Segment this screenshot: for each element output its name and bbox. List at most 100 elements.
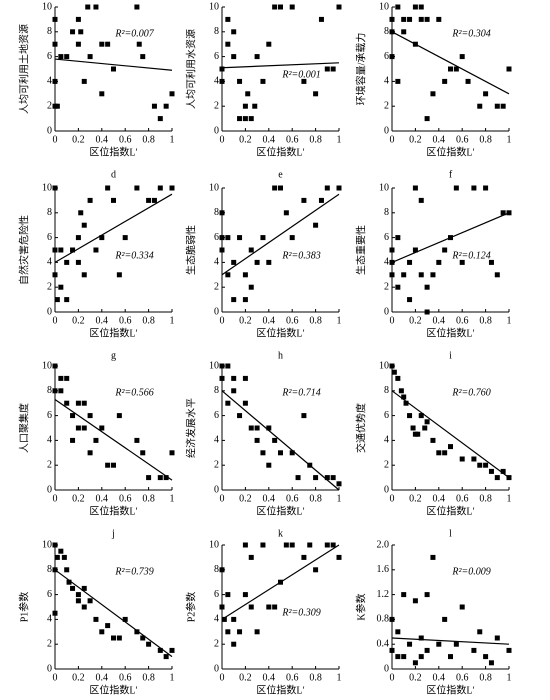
point	[81, 78, 87, 84]
y-tick-label: 4	[47, 76, 52, 87]
point	[105, 41, 111, 47]
point	[237, 629, 243, 635]
y-tick-label: 0	[214, 484, 219, 495]
x-tick-label: 1	[170, 134, 175, 145]
point	[111, 66, 116, 72]
point	[231, 29, 237, 35]
point	[225, 629, 231, 635]
x-tick-label: 1	[507, 134, 512, 145]
x-tick-label: 0	[390, 493, 395, 504]
point	[330, 542, 336, 548]
y-tick-label: 0.4	[377, 638, 390, 649]
point	[488, 259, 494, 265]
point	[54, 103, 60, 109]
x-tick-label: 1	[337, 134, 342, 145]
r-squared: R²=0.309	[281, 607, 320, 618]
point	[52, 247, 58, 253]
point	[221, 616, 227, 622]
point	[442, 450, 448, 456]
point	[430, 554, 436, 560]
r-squared: R²=0.739	[114, 567, 153, 578]
point	[453, 185, 459, 191]
panel-label: j	[111, 528, 115, 539]
y-tick-label: 10	[209, 539, 219, 550]
point	[424, 592, 430, 598]
point	[58, 548, 64, 554]
point	[442, 78, 448, 84]
x-axis-title: 区位指数L′	[426, 504, 474, 517]
point	[260, 542, 266, 548]
x-tick-label: 0.4	[263, 315, 276, 326]
point	[116, 272, 122, 278]
r-squared: R²=0.760	[451, 388, 490, 399]
point	[225, 16, 231, 22]
point	[111, 197, 116, 203]
x-tick-label: 0.8	[309, 672, 322, 683]
x-tick-label: 0.8	[142, 672, 155, 683]
point	[295, 475, 301, 481]
x-tick-label: 0	[220, 672, 225, 683]
point	[169, 185, 175, 191]
y-tick-label: 10	[42, 539, 52, 550]
x-tick-label: 0.2	[409, 672, 422, 683]
point	[75, 259, 81, 265]
r-squared: R²=0.007	[114, 29, 154, 40]
point	[237, 116, 243, 122]
y-tick-label: 8	[384, 26, 389, 37]
point	[254, 629, 260, 635]
x-axis-title: 区位指数L′	[89, 683, 137, 696]
point	[459, 456, 465, 462]
point	[477, 629, 483, 635]
x-axis-title: 区位指数L′	[89, 326, 137, 339]
point	[412, 4, 418, 10]
point	[169, 91, 175, 97]
point	[225, 272, 231, 278]
x-tick-label: 1	[170, 493, 175, 504]
point	[248, 604, 254, 610]
point	[58, 54, 64, 60]
r-squared: R²=0.383	[281, 250, 320, 261]
y-tick-label: 2	[214, 459, 219, 470]
point	[237, 413, 243, 419]
point	[418, 197, 424, 203]
x-tick-label: 0.8	[479, 672, 492, 683]
y-tick-label: 10	[379, 360, 389, 371]
point	[75, 400, 81, 406]
point	[242, 116, 248, 122]
point	[289, 450, 295, 456]
point	[122, 616, 128, 622]
x-tick-label: 0	[220, 493, 225, 504]
point	[70, 585, 76, 591]
x-tick-label: 1	[170, 315, 175, 326]
y-tick-label: 2	[47, 638, 52, 649]
y-tick-label: 4	[214, 76, 219, 87]
point	[500, 210, 506, 216]
x-tick-label: 0.2	[72, 672, 85, 683]
y-axis-title: 人均可利用水资源	[184, 29, 197, 109]
point	[442, 247, 448, 253]
r-squared: R²=0.304	[451, 29, 490, 40]
point	[278, 4, 283, 10]
point	[448, 444, 453, 450]
point	[407, 16, 413, 22]
point	[87, 450, 93, 456]
point	[410, 425, 416, 431]
point	[483, 462, 489, 468]
x-axis-title: 区位指数L′	[89, 504, 137, 517]
point	[395, 235, 401, 241]
y-axis-title: 人均可利用土地资源	[17, 24, 30, 114]
point	[436, 450, 442, 456]
point	[324, 475, 330, 481]
point	[289, 4, 295, 10]
point	[70, 247, 76, 253]
trendline	[221, 62, 340, 69]
point	[430, 91, 436, 97]
point	[418, 272, 424, 278]
y-tick-label: 2.0	[377, 539, 390, 550]
point	[418, 654, 424, 660]
y-tick-label: 0	[47, 306, 52, 317]
point	[219, 363, 225, 369]
point	[70, 29, 76, 35]
y-tick-label: 0	[214, 125, 219, 136]
point	[318, 197, 324, 203]
